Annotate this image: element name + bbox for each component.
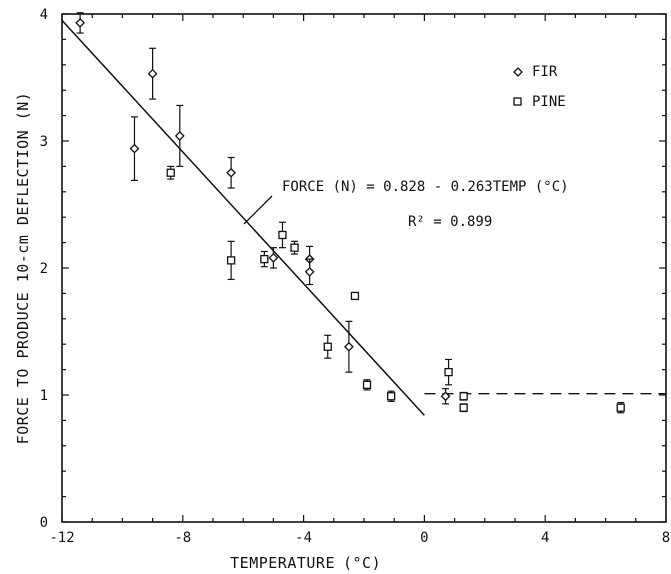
legend-pine-label: PINE <box>532 94 566 110</box>
regression-equation: FORCE (N) = 0.828 - 0.263TEMP (°C) <box>282 179 569 195</box>
pine-point <box>459 403 468 412</box>
fir-point <box>226 167 237 178</box>
pine-point <box>278 230 287 240</box>
fir-point <box>174 131 185 141</box>
legend-fir-marker <box>513 67 523 77</box>
pine-point <box>323 342 332 351</box>
fir-point <box>129 143 140 154</box>
axis-tick-labels: -12 -8 -4 0 4 8 0 1 2 3 4 <box>40 7 671 546</box>
x-tick-label: 8 <box>662 530 670 546</box>
axis-ticks <box>61 13 667 523</box>
fir-point <box>440 391 451 402</box>
fir-point <box>147 68 158 79</box>
pine-point <box>166 168 175 177</box>
pine-point <box>260 254 269 264</box>
x-tick-label: 4 <box>541 530 549 546</box>
fir-point <box>304 266 315 277</box>
x-axis-title: TEMPERATURE <box>230 554 335 572</box>
regression-line <box>61 19 425 416</box>
y-tick-label: 0 <box>40 515 48 531</box>
fir-point <box>343 341 354 352</box>
y-tick-label: 1 <box>40 388 48 404</box>
legend-fir-label: FIR <box>532 64 558 80</box>
pine-point <box>387 392 396 401</box>
pine-point <box>350 291 360 301</box>
pine-point <box>444 367 453 377</box>
regression-r2: R² = 0.899 <box>408 214 492 230</box>
y-tick-label: 2 <box>40 261 48 277</box>
x-tick-label: -8 <box>174 530 191 546</box>
legend-pine-marker <box>513 97 522 106</box>
pine-point <box>459 392 468 401</box>
pine-point <box>290 243 299 252</box>
y-axis-title: FORCE TO PRODUCE 10-cm DEFLECTION (N) <box>14 92 32 445</box>
pine-point <box>362 380 372 389</box>
pine-point <box>226 256 236 265</box>
legend: FIR PINE <box>513 64 566 110</box>
pine-point <box>616 403 625 412</box>
x-axis-unit: (°C) <box>343 554 381 572</box>
fir-point <box>75 17 86 28</box>
y-tick-label: 3 <box>40 134 48 150</box>
data-points <box>75 12 625 414</box>
annotation-leader-line <box>243 195 273 225</box>
fir-point <box>268 252 279 263</box>
x-tick-label: -12 <box>49 530 74 546</box>
x-tick-label: 0 <box>420 530 428 546</box>
y-tick-label: 4 <box>40 7 48 23</box>
x-tick-label: -4 <box>295 530 312 546</box>
